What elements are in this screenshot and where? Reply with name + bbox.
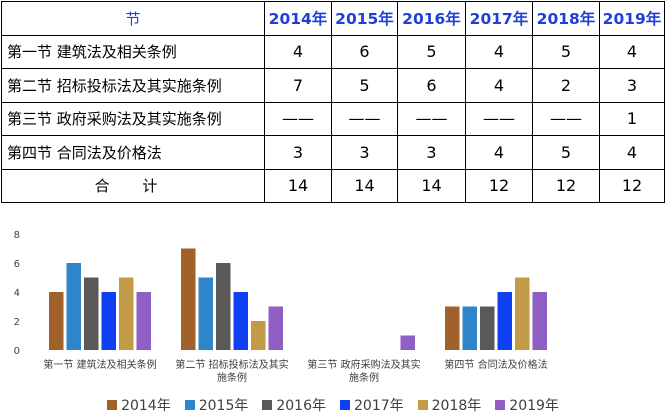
table-row: 第一节 建筑法及相关条例 4 6 5 4 5 4 (1, 34, 665, 69)
bar (462, 306, 477, 350)
data-table: 节 2014年 2015年 2016年 2017年 2018年 2019年 第一… (1, 1, 665, 203)
bar (251, 321, 266, 350)
table-cell: —— (465, 101, 533, 136)
total-cell: 14 (264, 168, 332, 203)
legend-swatch (495, 400, 506, 410)
bar (497, 292, 512, 350)
row-name: 第四节 合同法及价格法 (1, 135, 265, 170)
year-header: 2018年 (532, 1, 600, 36)
legend-label: 2015年 (198, 398, 249, 414)
x-category-label: 第一节 建筑法及相关条例 (43, 358, 156, 371)
year-header: 2017年 (465, 1, 533, 36)
legend-label: 2017年 (354, 398, 404, 414)
legend-label: 2018年 (431, 398, 482, 414)
bar (268, 306, 283, 350)
year-header: 2016年 (397, 1, 466, 36)
table-cell: 3 (397, 135, 466, 170)
legend-item: 2015年 (184, 395, 249, 415)
bar (49, 292, 64, 350)
bar (532, 292, 547, 350)
bar (119, 277, 134, 350)
bar (198, 277, 213, 350)
total-cell: 14 (331, 168, 398, 203)
table-cell: 3 (599, 68, 665, 103)
legend-label: 2016年 (276, 398, 326, 414)
table-header-row: 节 2014年 2015年 2016年 2017年 2018年 2019年 (1, 1, 665, 36)
chart-legend: 2014年 2015年 2016年 2017年 2018年 2019年 (0, 396, 666, 414)
year-header: 2019年 (599, 1, 665, 36)
bar (181, 248, 196, 350)
table-cell: 4 (465, 135, 533, 170)
y-tick-label: 0 (14, 346, 20, 357)
legend-item: 2016年 (262, 395, 326, 415)
legend-label: 2019年 (509, 398, 559, 414)
x-category-label: 第三节 政府采购法及其实 (307, 358, 420, 371)
bar (515, 277, 530, 350)
legend-item: 2018年 (417, 395, 482, 415)
year-header: 2015年 (331, 1, 398, 36)
table-cell: 2 (532, 68, 600, 103)
table-cell: 4 (599, 135, 665, 170)
legend-item: 2017年 (340, 395, 404, 415)
row-name: 第三节 政府采购法及其实施条例 (1, 101, 265, 136)
bar (136, 292, 151, 350)
table-cell: 4 (264, 34, 332, 69)
table-cell: 3 (264, 135, 332, 170)
table-cell: 4 (599, 34, 665, 69)
table-cell: 5 (532, 135, 600, 170)
legend-swatch (340, 400, 350, 410)
total-cell: 12 (465, 168, 533, 203)
section-header: 节 (1, 1, 265, 36)
total-cell: 12 (532, 168, 600, 203)
row-name: 第一节 建筑法及相关条例 (1, 34, 265, 69)
table-cell: 7 (264, 68, 332, 103)
legend-item: 2014年 (107, 395, 171, 415)
total-cell: 12 (599, 168, 665, 203)
table-cell: —— (264, 101, 332, 136)
table-cell: 4 (465, 68, 533, 103)
table-cell: 4 (465, 34, 533, 69)
table-cell: —— (532, 101, 600, 136)
bar (445, 306, 460, 350)
table-row: 第二节 招标投标法及其实施条例 7 5 6 4 2 3 (1, 68, 665, 103)
legend-swatch (262, 400, 273, 410)
table-row: 第三节 政府采购法及其实施条例 —— —— —— —— —— 1 (1, 101, 665, 136)
x-category-label: 施条例 (349, 371, 379, 384)
bar (84, 277, 99, 350)
bar (66, 263, 81, 350)
bar (233, 292, 248, 350)
table-cell: 3 (331, 135, 398, 170)
table-cell: 1 (599, 101, 665, 136)
table-total-row: 合 计 14 14 14 12 12 12 (1, 168, 665, 203)
table-cell: 6 (331, 34, 398, 69)
row-name: 第二节 招标投标法及其实施条例 (1, 68, 265, 103)
y-tick-label: 4 (14, 288, 20, 299)
total-label: 合 计 (1, 168, 265, 203)
legend-swatch (184, 400, 195, 410)
table-row: 第四节 合同法及价格法 3 3 3 4 5 4 (1, 135, 665, 170)
y-tick-label: 6 (14, 259, 20, 270)
table-cell: 5 (331, 68, 398, 103)
y-tick-label: 2 (14, 317, 20, 328)
legend-swatch (417, 400, 428, 410)
x-category-label: 第四节 合同法及价格法 (444, 358, 547, 371)
table-cell: 6 (397, 68, 466, 103)
bar (216, 263, 231, 350)
table-cell: 5 (397, 34, 466, 69)
table-cell: —— (331, 101, 398, 136)
bar (480, 306, 495, 350)
year-header: 2014年 (264, 1, 332, 36)
legend-swatch (107, 400, 118, 410)
x-category-label: 施条例 (217, 371, 247, 384)
bar (400, 335, 415, 350)
y-tick-label: 8 (14, 230, 20, 241)
table-cell: 5 (532, 34, 600, 69)
table-cell: —— (397, 101, 466, 136)
legend-label: 2014年 (121, 398, 171, 414)
total-cell: 14 (397, 168, 466, 203)
x-category-label: 第二节 招标投标法及其实 (175, 358, 288, 371)
bar (101, 292, 116, 350)
legend-item: 2019年 (495, 395, 559, 415)
